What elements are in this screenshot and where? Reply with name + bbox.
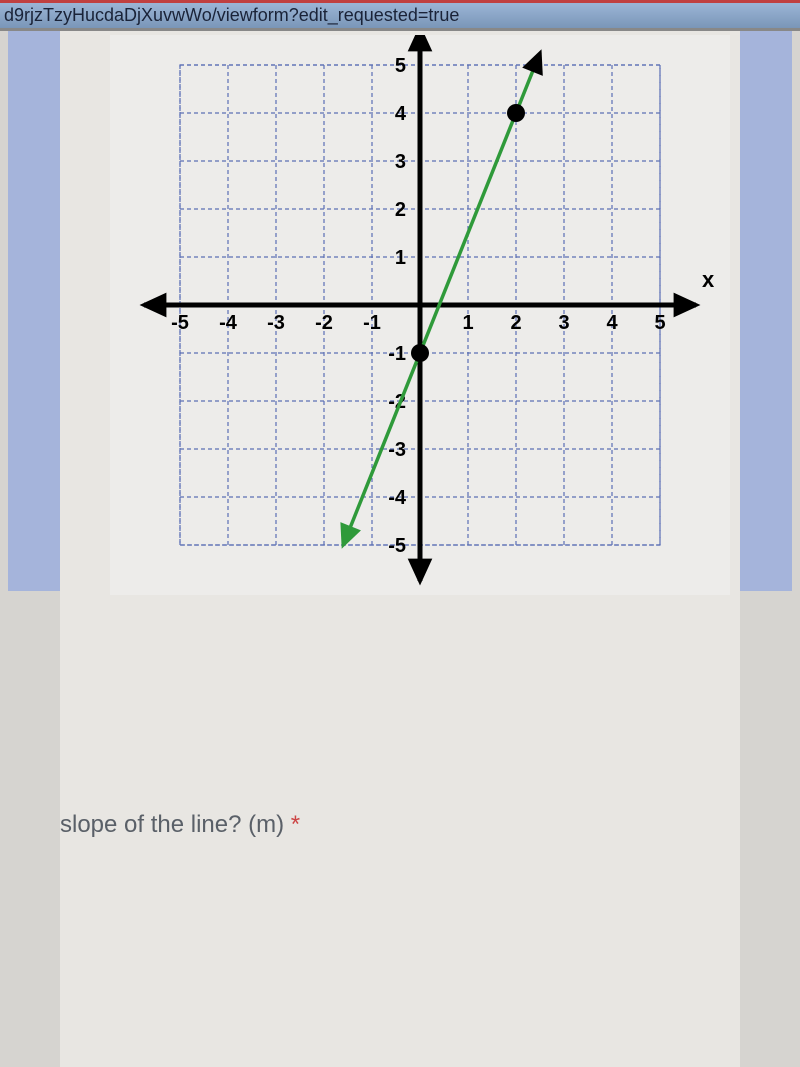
svg-text:-3: -3 <box>388 439 406 461</box>
question-label: slope of the line? (m) <box>60 811 284 838</box>
side-band-right <box>740 31 792 591</box>
svg-text:1: 1 <box>462 312 473 334</box>
required-asterisk: * <box>291 811 300 838</box>
page-area: -5-4-3-2-112345-5-4-3-2-112345x slope of… <box>0 31 800 1067</box>
question-slope: slope of the line? (m) * <box>60 811 300 839</box>
svg-text:-1: -1 <box>363 312 381 334</box>
url-text: d9rjzTzyHucdaDjXuvwWo/viewform?edit_requ… <box>4 5 459 25</box>
svg-text:1: 1 <box>395 247 406 269</box>
chart-svg: -5-4-3-2-112345-5-4-3-2-112345x <box>110 35 730 595</box>
svg-text:-3: -3 <box>267 312 285 334</box>
svg-text:2: 2 <box>395 199 406 221</box>
svg-text:2: 2 <box>510 312 521 334</box>
coordinate-chart: -5-4-3-2-112345-5-4-3-2-112345x <box>110 35 730 595</box>
svg-text:4: 4 <box>395 103 407 125</box>
svg-text:-1: -1 <box>388 343 406 365</box>
svg-text:-2: -2 <box>315 312 333 334</box>
svg-text:3: 3 <box>395 151 406 173</box>
svg-text:-4: -4 <box>219 312 238 334</box>
svg-text:3: 3 <box>558 312 569 334</box>
svg-text:5: 5 <box>395 55 406 77</box>
url-bar[interactable]: d9rjzTzyHucdaDjXuvwWo/viewform?edit_requ… <box>0 0 800 28</box>
svg-text:-5: -5 <box>171 312 189 334</box>
svg-text:-4: -4 <box>388 487 407 509</box>
svg-text:5: 5 <box>654 312 665 334</box>
content-panel: -5-4-3-2-112345-5-4-3-2-112345x slope of… <box>60 31 740 1067</box>
svg-text:-5: -5 <box>388 535 406 557</box>
svg-text:4: 4 <box>606 312 618 334</box>
side-band-left <box>8 31 60 591</box>
svg-text:x: x <box>702 267 715 292</box>
